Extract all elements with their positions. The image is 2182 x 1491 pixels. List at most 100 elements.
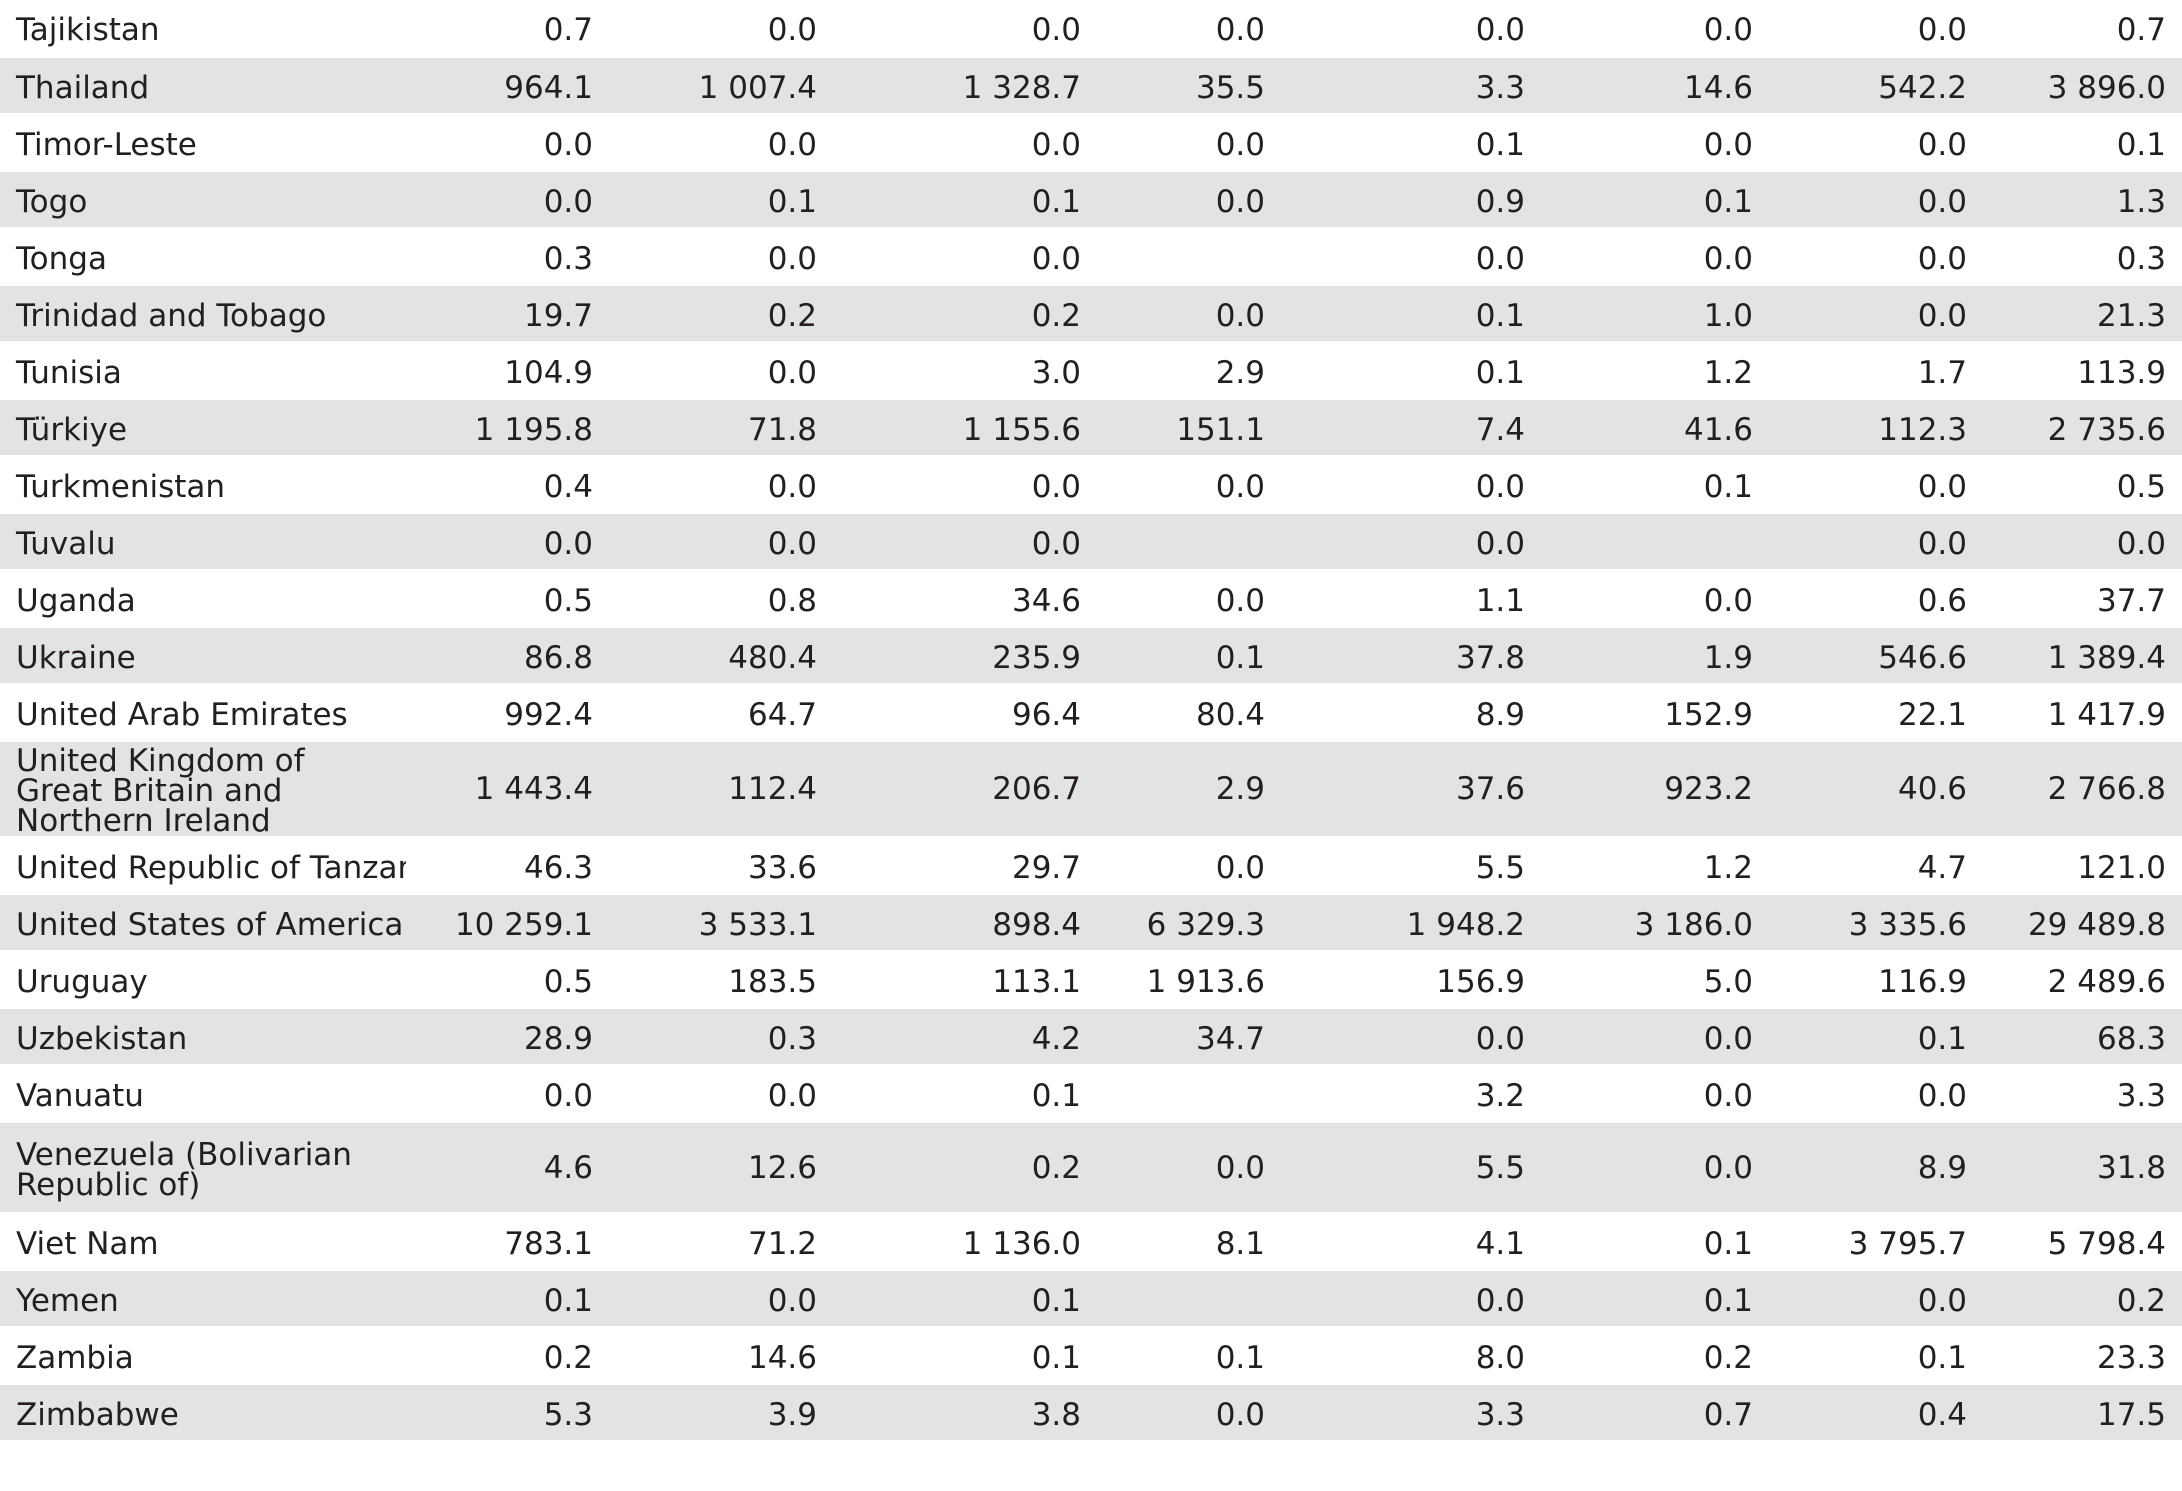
table-row: United States of America 10 259.1 3 533.… <box>0 894 2182 952</box>
table-row: Turkmenistan 0.4 0.0 0.0 0.0 0.0 0.1 0.0… <box>0 456 2182 514</box>
table-row: United Kingdom of Great Britain and Nort… <box>0 741 2182 838</box>
value-cell: 0.1 <box>1281 114 1541 172</box>
value-cell: 0.2 <box>1541 1327 1769 1385</box>
value-cell: 4.7 <box>1769 837 1983 895</box>
value-cell: 37.7 <box>1983 570 2182 628</box>
value-cell: 183.5 <box>609 951 833 1009</box>
value-cell: 3.9 <box>609 1384 833 1442</box>
table-row: Tonga 0.3 0.0 0.0 0.0 0.0 0.0 0.3 <box>0 228 2182 286</box>
value-cell: 1.9 <box>1541 627 1769 685</box>
table-row: United Republic of Tanzania 46.3 33.6 29… <box>0 837 2182 895</box>
value-cell: 0.0 <box>1541 1122 1769 1214</box>
value-cell: 86.8 <box>406 627 609 685</box>
value-cell: 898.4 <box>833 894 1097 952</box>
value-cell: 0.0 <box>1097 1384 1281 1442</box>
value-cell: 0.2 <box>406 1327 609 1385</box>
country-name: Togo <box>0 171 406 229</box>
value-cell: 0.0 <box>609 114 833 172</box>
value-cell: 0.0 <box>1541 114 1769 172</box>
value-cell: 0.4 <box>1769 1384 1983 1442</box>
value-cell: 0.0 <box>1281 513 1541 571</box>
value-cell: 8.1 <box>1097 1213 1281 1271</box>
data-table: Tajikistan 0.7 0.0 0.0 0.0 0.0 0.0 0.0 0… <box>0 0 2182 1442</box>
value-cell: 0.1 <box>1097 627 1281 685</box>
value-cell: 0.0 <box>1281 0 1541 58</box>
table-row: Ukraine 86.8 480.4 235.9 0.1 37.8 1.9 54… <box>0 627 2182 685</box>
value-cell: 0.2 <box>833 1122 1097 1214</box>
value-cell: 12.6 <box>609 1122 833 1214</box>
value-cell: 0.0 <box>1281 228 1541 286</box>
value-cell: 1 417.9 <box>1983 684 2182 742</box>
value-cell: 0.8 <box>609 570 833 628</box>
value-cell: 3 335.6 <box>1769 894 1983 952</box>
value-cell: 96.4 <box>833 684 1097 742</box>
value-cell: 68.3 <box>1983 1008 2182 1066</box>
value-cell: 0.0 <box>1769 456 1983 514</box>
value-cell: 0.0 <box>833 456 1097 514</box>
value-cell: 0.2 <box>833 285 1097 343</box>
table-row: Tajikistan 0.7 0.0 0.0 0.0 0.0 0.0 0.0 0… <box>0 0 2182 58</box>
table-row: Viet Nam 783.1 71.2 1 136.0 8.1 4.1 0.1 … <box>0 1213 2182 1271</box>
value-cell: 0.1 <box>1281 285 1541 343</box>
value-cell: 3 795.7 <box>1769 1213 1983 1271</box>
country-name: Tunisia <box>0 342 406 400</box>
value-cell: 2.9 <box>1097 342 1281 400</box>
country-name: Turkmenistan <box>0 456 406 514</box>
value-cell <box>1097 1270 1281 1328</box>
value-cell: 0.0 <box>1769 114 1983 172</box>
value-cell: 3 896.0 <box>1983 57 2182 115</box>
value-cell <box>1541 513 1769 571</box>
table-row: Türkiye 1 195.8 71.8 1 155.6 151.1 7.4 4… <box>0 399 2182 457</box>
value-cell: 14.6 <box>1541 57 1769 115</box>
value-cell: 1 195.8 <box>406 399 609 457</box>
value-cell: 3 186.0 <box>1541 894 1769 952</box>
value-cell: 480.4 <box>609 627 833 685</box>
value-cell: 0.7 <box>1983 0 2182 58</box>
value-cell: 2 766.8 <box>1983 741 2182 838</box>
country-name: Yemen <box>0 1270 406 1328</box>
value-cell: 0.0 <box>406 1065 609 1123</box>
value-cell: 0.6 <box>1769 570 1983 628</box>
value-cell: 0.0 <box>1769 513 1983 571</box>
value-cell: 0.1 <box>609 171 833 229</box>
value-cell: 3.2 <box>1281 1065 1541 1123</box>
value-cell: 6 329.3 <box>1097 894 1281 952</box>
value-cell: 0.0 <box>1769 0 1983 58</box>
value-cell <box>1097 513 1281 571</box>
value-cell: 1 443.4 <box>406 741 609 838</box>
value-cell: 1 136.0 <box>833 1213 1097 1271</box>
value-cell: 0.0 <box>1097 171 1281 229</box>
country-name: United Republic of Tanzania <box>0 837 406 895</box>
table-row: Tunisia 104.9 0.0 3.0 2.9 0.1 1.2 1.7 11… <box>0 342 2182 400</box>
value-cell: 0.0 <box>1097 570 1281 628</box>
value-cell: 37.8 <box>1281 627 1541 685</box>
value-cell: 37.6 <box>1281 741 1541 838</box>
value-cell: 0.0 <box>1769 1065 1983 1123</box>
value-cell: 0.3 <box>406 228 609 286</box>
value-cell: 0.1 <box>1281 342 1541 400</box>
table-row: United Arab Emirates 992.4 64.7 96.4 80.… <box>0 684 2182 742</box>
value-cell: 3.3 <box>1281 57 1541 115</box>
value-cell: 5.5 <box>1281 837 1541 895</box>
country-name: United States of America <box>0 894 406 952</box>
value-cell: 40.6 <box>1769 741 1983 838</box>
table-row: Togo 0.0 0.1 0.1 0.0 0.9 0.1 0.0 1.3 <box>0 171 2182 229</box>
value-cell: 5 798.4 <box>1983 1213 2182 1271</box>
value-cell: 0.0 <box>833 513 1097 571</box>
value-cell: 0.0 <box>406 171 609 229</box>
value-cell: 0.1 <box>1541 1213 1769 1271</box>
country-name: United Arab Emirates <box>0 684 406 742</box>
value-cell: 10 259.1 <box>406 894 609 952</box>
value-cell: 0.0 <box>833 0 1097 58</box>
value-cell <box>1097 1065 1281 1123</box>
value-cell: 2 735.6 <box>1983 399 2182 457</box>
value-cell: 22.1 <box>1769 684 1983 742</box>
value-cell: 156.9 <box>1281 951 1541 1009</box>
country-name: Zimbabwe <box>0 1384 406 1442</box>
value-cell: 0.1 <box>406 1270 609 1328</box>
value-cell: 35.5 <box>1097 57 1281 115</box>
value-cell: 0.7 <box>1541 1384 1769 1442</box>
value-cell: 0.0 <box>1097 837 1281 895</box>
value-cell: 0.1 <box>1541 1270 1769 1328</box>
value-cell: 5.5 <box>1281 1122 1541 1214</box>
